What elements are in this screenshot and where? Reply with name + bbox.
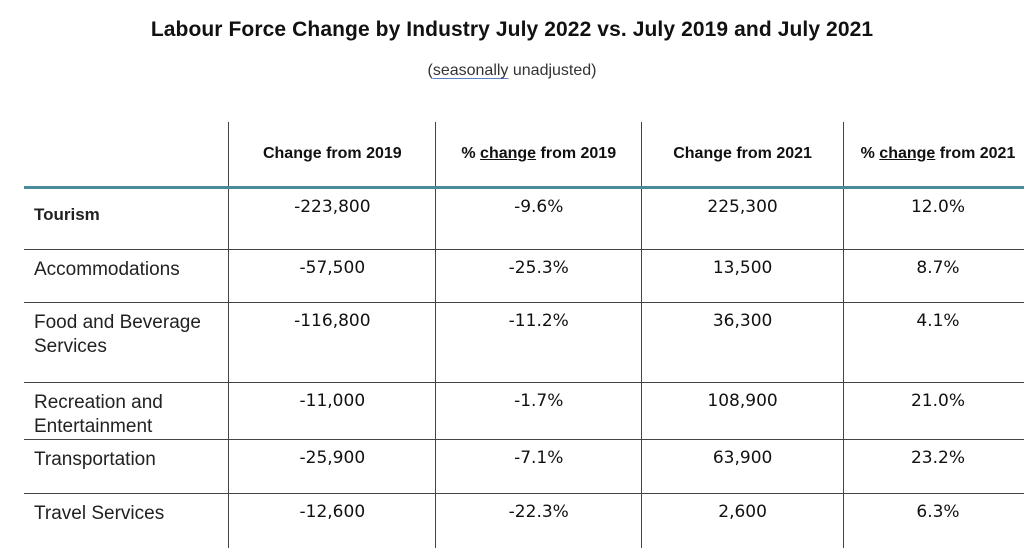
pct-2019-cell: -7.1% [436,440,642,494]
table-row: Tourism -223,800 -9.6% 225,300 12.0% [24,188,1024,250]
industry-cell: Accommodations [24,250,229,303]
header-pct-prefix: % [461,145,480,162]
header-pct-underlined: change [480,145,536,162]
header-pct-underlined: change [879,145,935,162]
subtitle-rest: unadjusted) [508,62,596,79]
pct-2021-cell: 4.1% [843,303,1024,383]
change-2019-cell: -57,500 [229,250,436,303]
table-row: Transportation -25,900 -7.1% 63,900 23.2… [24,440,1024,494]
industry-cell: Tourism [24,188,229,250]
pct-2019-cell: -1.7% [436,383,642,440]
change-2019-cell: -223,800 [229,188,436,250]
pct-2021-cell: 12.0% [843,188,1024,250]
subtitle-underlined-word: seasonally [433,62,509,79]
industry-cell: Transportation [24,440,229,494]
header-change-from-2021: Change from 2021 [642,122,844,188]
table-row: Travel Services -12,600 -22.3% 2,600 6.3… [24,494,1024,548]
table-row: Accommodations -57,500 -25.3% 13,500 8.7… [24,250,1024,303]
pct-2019-cell: -25.3% [436,250,642,303]
table-header-row: Change from 2019 % change from 2019 Chan… [24,122,1024,188]
header-pct-suffix: from 2021 [935,145,1015,162]
change-2021-cell: 108,900 [642,383,844,440]
pct-2019-cell: -22.3% [436,494,642,548]
pct-2021-cell: 6.3% [843,494,1024,548]
header-industry [24,122,229,188]
pct-2021-cell: 8.7% [843,250,1024,303]
change-2021-cell: 63,900 [642,440,844,494]
table-row: Food and Beverage Services -116,800 -11.… [24,303,1024,383]
change-2021-cell: 13,500 [642,250,844,303]
pct-2021-cell: 21.0% [843,383,1024,440]
pct-2021-cell: 23.2% [843,440,1024,494]
header-pct-suffix: from 2019 [536,145,616,162]
page-subtitle: (seasonally unadjusted) [0,62,1024,80]
header-change-from-2019: Change from 2019 [229,122,436,188]
change-2021-cell: 2,600 [642,494,844,548]
change-2019-cell: -12,600 [229,494,436,548]
change-2021-cell: 36,300 [642,303,844,383]
change-2019-cell: -25,900 [229,440,436,494]
header-pct-change-from-2021: % change from 2021 [843,122,1024,188]
industry-cell: Travel Services [24,494,229,548]
change-2021-cell: 225,300 [642,188,844,250]
industry-cell: Food and Beverage Services [24,303,229,383]
page-title: Labour Force Change by Industry July 202… [0,18,1024,42]
header-pct-prefix: % [861,145,880,162]
table-row: Recreation and Entertainment -11,000 -1.… [24,383,1024,440]
change-2019-cell: -11,000 [229,383,436,440]
header-pct-change-from-2019: % change from 2019 [436,122,642,188]
change-2019-cell: -116,800 [229,303,436,383]
industry-cell: Recreation and Entertainment [24,383,229,440]
pct-2019-cell: -9.6% [436,188,642,250]
pct-2019-cell: -11.2% [436,303,642,383]
labour-force-table: Change from 2019 % change from 2019 Chan… [24,122,1024,548]
